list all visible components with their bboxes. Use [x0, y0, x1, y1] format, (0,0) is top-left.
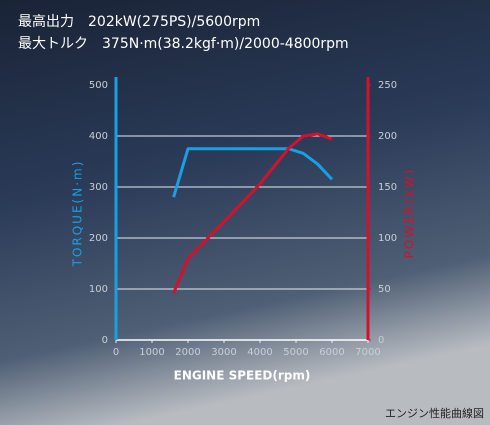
y-tick-label: 0: [102, 335, 108, 346]
x-tick-label: 1000: [139, 347, 164, 358]
y2-tick-label: 200: [378, 131, 397, 142]
x-tick-label: 3000: [211, 347, 236, 358]
y-tick-label: 300: [89, 182, 108, 193]
x-axis-title: ENGINE SPEED(rpm): [174, 369, 311, 383]
series-line: [172, 147, 334, 198]
y2-tick-label: 50: [378, 284, 391, 295]
series-line: [172, 132, 333, 294]
y-tick-label: 400: [89, 131, 108, 142]
y-tick-label: 200: [89, 233, 108, 244]
y-tick-label: 500: [89, 80, 108, 91]
x-tick-label: 6000: [319, 347, 344, 358]
x-tick-label: 0: [113, 347, 119, 358]
x-tick-label: 2000: [175, 347, 200, 358]
y2-tick-label: 250: [378, 80, 397, 91]
caption: エンジン性能曲線図: [385, 406, 484, 420]
y-tick-label: 100: [89, 284, 108, 295]
y-axis-title: TORQUE(N·m): [71, 160, 85, 268]
y2-tick-label: 100: [378, 233, 397, 244]
y2-axis-title: POWER(kW): [403, 168, 417, 259]
y2-tick-label: 150: [378, 182, 397, 193]
y2-tick-label: 0: [378, 335, 384, 346]
x-tick-label: 4000: [247, 347, 272, 358]
annotation: 最大トルク 375N·m(38.2kgf·m)/2000-4800rpm: [18, 36, 349, 52]
x-tick-label: 5000: [283, 347, 308, 358]
x-tick-label: 7000: [355, 347, 380, 358]
annotation: 最高出力 202kW(275PS)/5600rpm: [18, 13, 260, 30]
